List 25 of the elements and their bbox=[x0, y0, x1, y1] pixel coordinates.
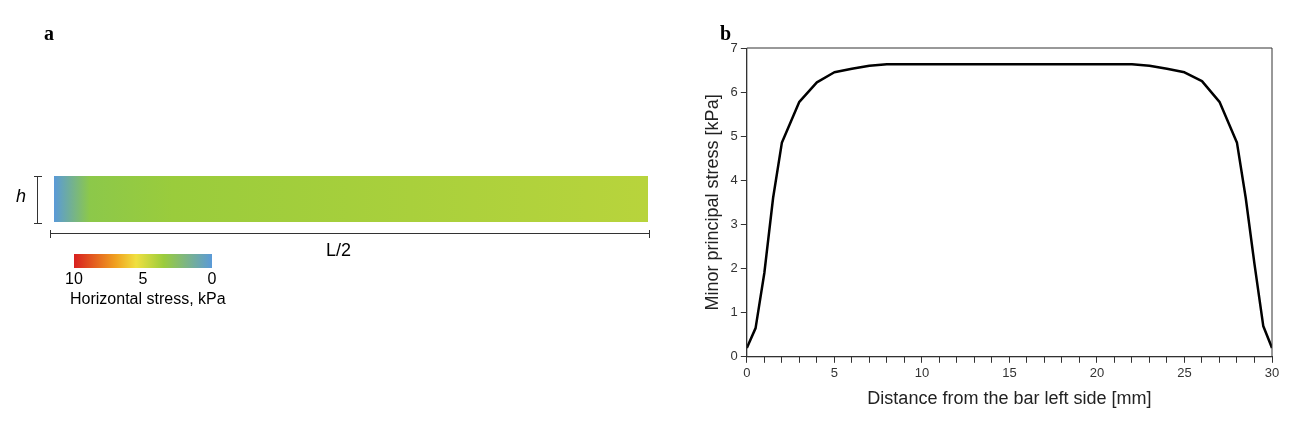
x-tick-label: 5 bbox=[830, 365, 838, 381]
y-tick-label: 2 bbox=[730, 260, 738, 276]
x-axis-title: Distance from the bar left side [mm] bbox=[867, 388, 1152, 409]
y-tick-label: 4 bbox=[730, 171, 738, 187]
text: 0 bbox=[206, 270, 218, 288]
y-tick-label: 1 bbox=[730, 304, 738, 320]
y-tick-label: 6 bbox=[730, 83, 738, 99]
y-tick-label: 5 bbox=[730, 127, 738, 143]
y-tick-label: 3 bbox=[730, 216, 738, 232]
x-tick-label: 10 bbox=[914, 365, 930, 381]
chart-title: b bbox=[720, 22, 732, 44]
x-tick-label: 20 bbox=[1089, 365, 1105, 381]
text: 10 bbox=[64, 270, 84, 288]
x-tick-label: 15 bbox=[1002, 365, 1017, 381]
text: h bbox=[16, 186, 27, 207]
y-axis-title: Minor principal stress [kPa] bbox=[701, 94, 722, 311]
text: L/2 bbox=[326, 240, 352, 261]
text: 5 bbox=[137, 270, 149, 288]
text: a bbox=[44, 22, 54, 45]
x-tick-label: 30 bbox=[1264, 365, 1280, 381]
x-tick-label: 0 bbox=[743, 365, 751, 381]
y-tick-label: 0 bbox=[730, 348, 738, 364]
color-bar-title: Horizontal stress, kPa bbox=[70, 290, 226, 308]
y-tick-label: 7 bbox=[730, 39, 738, 55]
x-tick-label: 25 bbox=[1177, 365, 1192, 381]
